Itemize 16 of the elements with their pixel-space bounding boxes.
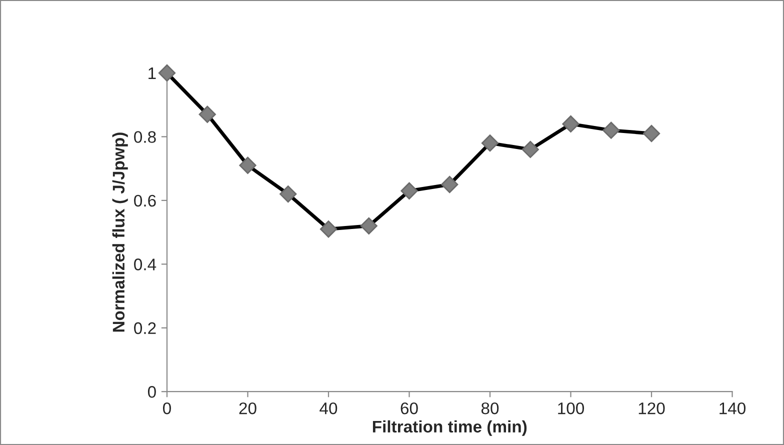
x-tick-label: 20 (239, 402, 256, 414)
x-tick-label: 60 (400, 402, 418, 414)
x-tick-label: 80 (481, 402, 499, 414)
x-tick-label: 140 (720, 402, 746, 414)
y-tick-label: 0.2 (134, 322, 156, 334)
x-tick-label: 120 (638, 402, 665, 414)
y-tick-label: 0.4 (134, 258, 156, 270)
x-tick-label: 40 (320, 402, 338, 414)
x-axis-title: Filtration time (min) (372, 420, 527, 436)
x-tick-label: 100 (558, 402, 584, 414)
y-tick-label: 0.6 (134, 194, 156, 207)
y-axis-title: Normalized flux ( J/Jpwp) (112, 132, 128, 332)
y-tick-label: 0.8 (134, 131, 156, 143)
y-tick-label: 0 (148, 386, 156, 398)
x-tick-label: 0 (163, 402, 171, 414)
y-tick-label: 1 (148, 68, 156, 80)
